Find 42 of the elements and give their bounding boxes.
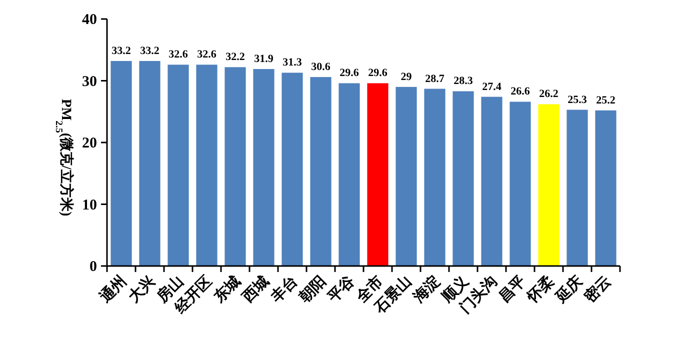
data-label: 25.3	[568, 94, 588, 106]
bar	[282, 72, 303, 266]
data-label: 31.3	[282, 56, 302, 69]
data-label: 30.6	[311, 61, 331, 74]
data-label: 31.9	[254, 53, 274, 66]
y-tick-label: 0	[90, 259, 97, 275]
data-label: 29.6	[340, 67, 360, 80]
bar	[253, 69, 274, 266]
bar	[310, 77, 332, 266]
x-tick-label: 通州	[96, 272, 130, 307]
bar	[538, 104, 560, 266]
bar	[424, 88, 446, 266]
data-label: 33.2	[112, 44, 132, 57]
bar	[168, 64, 189, 266]
data-label: 29.6	[368, 67, 388, 80]
data-label: 27.4	[482, 80, 502, 93]
bar	[367, 83, 388, 266]
bar	[481, 96, 502, 266]
y-tick-label: 20	[82, 136, 97, 152]
bar	[510, 102, 531, 266]
bar	[224, 67, 246, 266]
bar	[139, 60, 160, 266]
data-label: 26.6	[510, 86, 530, 98]
data-label: 32.6	[168, 48, 188, 61]
bar	[110, 60, 132, 266]
data-label: 33.2	[140, 44, 160, 57]
data-label: 28.7	[425, 72, 445, 85]
y-tick-label: 40	[82, 12, 97, 28]
y-tick-label: 10	[82, 197, 97, 214]
data-label: 25.2	[596, 94, 616, 106]
data-label: 32.6	[197, 48, 217, 61]
data-label: 32.2	[226, 51, 246, 64]
data-label: 28.3	[454, 75, 474, 88]
bar	[396, 86, 417, 266]
bar	[566, 110, 588, 266]
data-label: 29	[400, 70, 412, 83]
data-label: 26.2	[539, 88, 559, 100]
bar	[452, 91, 474, 266]
bar	[338, 83, 360, 266]
y-tick-label: 30	[82, 74, 97, 90]
bar	[196, 64, 218, 266]
bar	[595, 110, 616, 266]
